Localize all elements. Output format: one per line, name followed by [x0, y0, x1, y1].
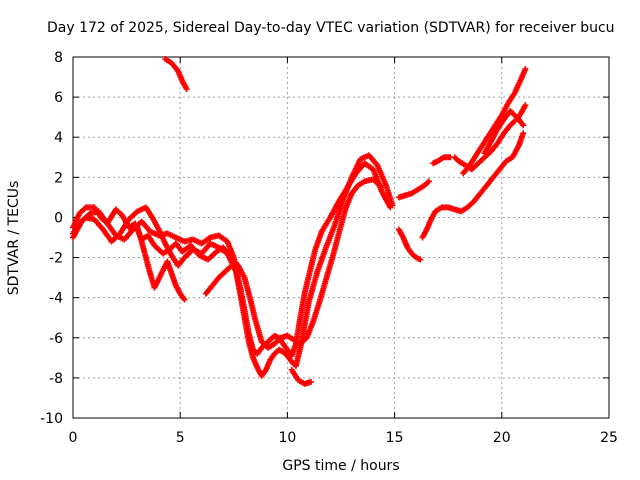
data-points	[70, 56, 529, 387]
data-point	[520, 130, 527, 137]
x-tick-label: 25	[600, 430, 618, 446]
series-track-m	[460, 66, 529, 177]
grid-lines	[73, 57, 609, 418]
series-track-b	[70, 152, 396, 379]
chart-title: Day 172 of 2025, Sidereal Day-to-day VTE…	[47, 20, 615, 36]
data-point	[183, 86, 190, 93]
data-point	[417, 256, 424, 263]
y-tick-label: -10	[40, 411, 63, 427]
data-point	[522, 102, 529, 109]
y-tick-label: -2	[49, 251, 63, 267]
x-tick-label: 15	[386, 430, 404, 446]
x-tick-label: 10	[278, 430, 296, 446]
plot-frame	[72, 56, 610, 419]
y-tick-label: 8	[54, 50, 63, 66]
series-track-n	[481, 108, 527, 157]
series-track-h	[395, 226, 424, 263]
y-axis-title: SDTVAR / TECUs	[6, 181, 22, 296]
series-track-f	[288, 366, 314, 387]
series-track-k	[430, 154, 454, 167]
series-track-i	[395, 178, 432, 201]
series-track-j	[419, 130, 527, 241]
data-point	[378, 184, 385, 191]
y-tick-label: 0	[54, 210, 63, 226]
series-track-e	[202, 262, 235, 297]
data-point	[389, 202, 396, 209]
data-point	[520, 122, 527, 129]
series-track-d	[134, 224, 188, 303]
y-tick-label: -6	[49, 331, 63, 347]
x-tick-label: 20	[493, 430, 511, 446]
y-tick-label: -4	[49, 291, 63, 307]
x-tick-label: 0	[69, 430, 78, 446]
data-point	[307, 378, 314, 385]
y-tick-label: 6	[54, 90, 63, 106]
data-point	[425, 178, 432, 185]
y-tick-label: 4	[54, 130, 63, 146]
data-point	[181, 296, 188, 303]
series-track-g	[162, 56, 190, 93]
y-tick-label: -8	[49, 371, 63, 387]
x-axis-title: GPS time / hours	[282, 458, 399, 474]
axis-ticks	[72, 56, 610, 419]
y-tick-label: 2	[54, 170, 63, 186]
x-tick-label: 5	[176, 430, 185, 446]
tick-labels: 0 5 10 15 20 25 -10 -8 -6 -4 -2 0 2 4 6 8	[40, 50, 618, 446]
data-point	[228, 262, 235, 269]
data-point	[522, 66, 529, 73]
series-track-c	[70, 176, 385, 351]
